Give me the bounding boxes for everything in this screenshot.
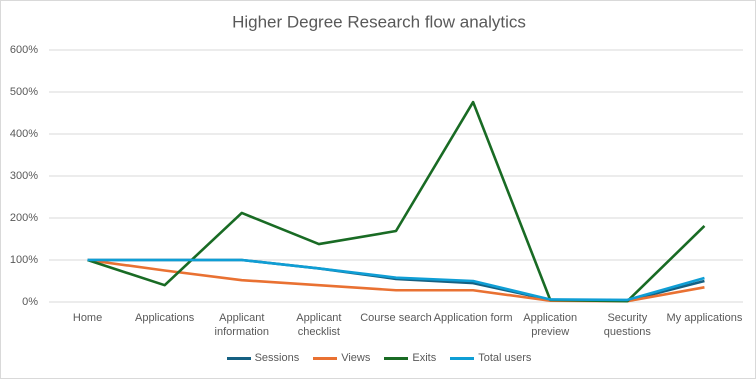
legend-swatch [226, 356, 251, 360]
series-line [87, 100, 706, 303]
legend-item: Total users [450, 352, 531, 364]
legend-item: Sessions [226, 352, 300, 364]
y-tick-label: 0% [22, 296, 38, 308]
legend-label: Sessions [254, 352, 300, 364]
y-tick-label: 600% [10, 44, 38, 56]
legend-swatch [384, 356, 409, 360]
y-tick-label: 500% [10, 86, 38, 98]
series-line [87, 258, 705, 303]
legend-item: Views [313, 352, 370, 364]
x-tick-label: Application preview [523, 312, 578, 338]
y-tick-label: 100% [10, 254, 38, 266]
x-tick-label: Security questions [603, 312, 651, 338]
chart-title: Higher Degree Research flow analytics [232, 12, 526, 31]
x-tick-label: My applications [666, 312, 743, 324]
series-line [87, 258, 705, 303]
x-tick-label: Applicant checklist [296, 312, 342, 338]
legend: Sessions Views Exits Total users [1, 352, 755, 364]
legend-label: Total users [478, 352, 532, 364]
legend-label: Views [341, 352, 371, 364]
legend-swatch [450, 356, 475, 360]
legend-label: Exits [412, 352, 437, 364]
series-line [87, 258, 705, 302]
x-tick-label: Applications [134, 312, 195, 324]
legend-swatch [313, 356, 338, 360]
legend-item: Exits [384, 352, 436, 364]
x-tick-label: Course search [360, 312, 432, 324]
x-tick-label: Application form [433, 312, 513, 324]
x-tick-label: Applicant information [214, 312, 269, 338]
x-tick-label: Home [72, 312, 103, 324]
y-tick-label: 400% [10, 128, 38, 140]
y-tick-label: 300% [10, 170, 38, 182]
y-tick-label: 200% [10, 212, 38, 224]
